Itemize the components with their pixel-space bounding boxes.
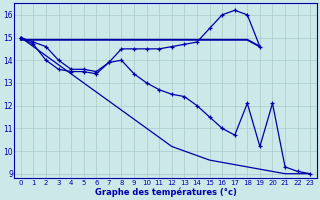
X-axis label: Graphe des températures (°c): Graphe des températures (°c) [95,187,236,197]
